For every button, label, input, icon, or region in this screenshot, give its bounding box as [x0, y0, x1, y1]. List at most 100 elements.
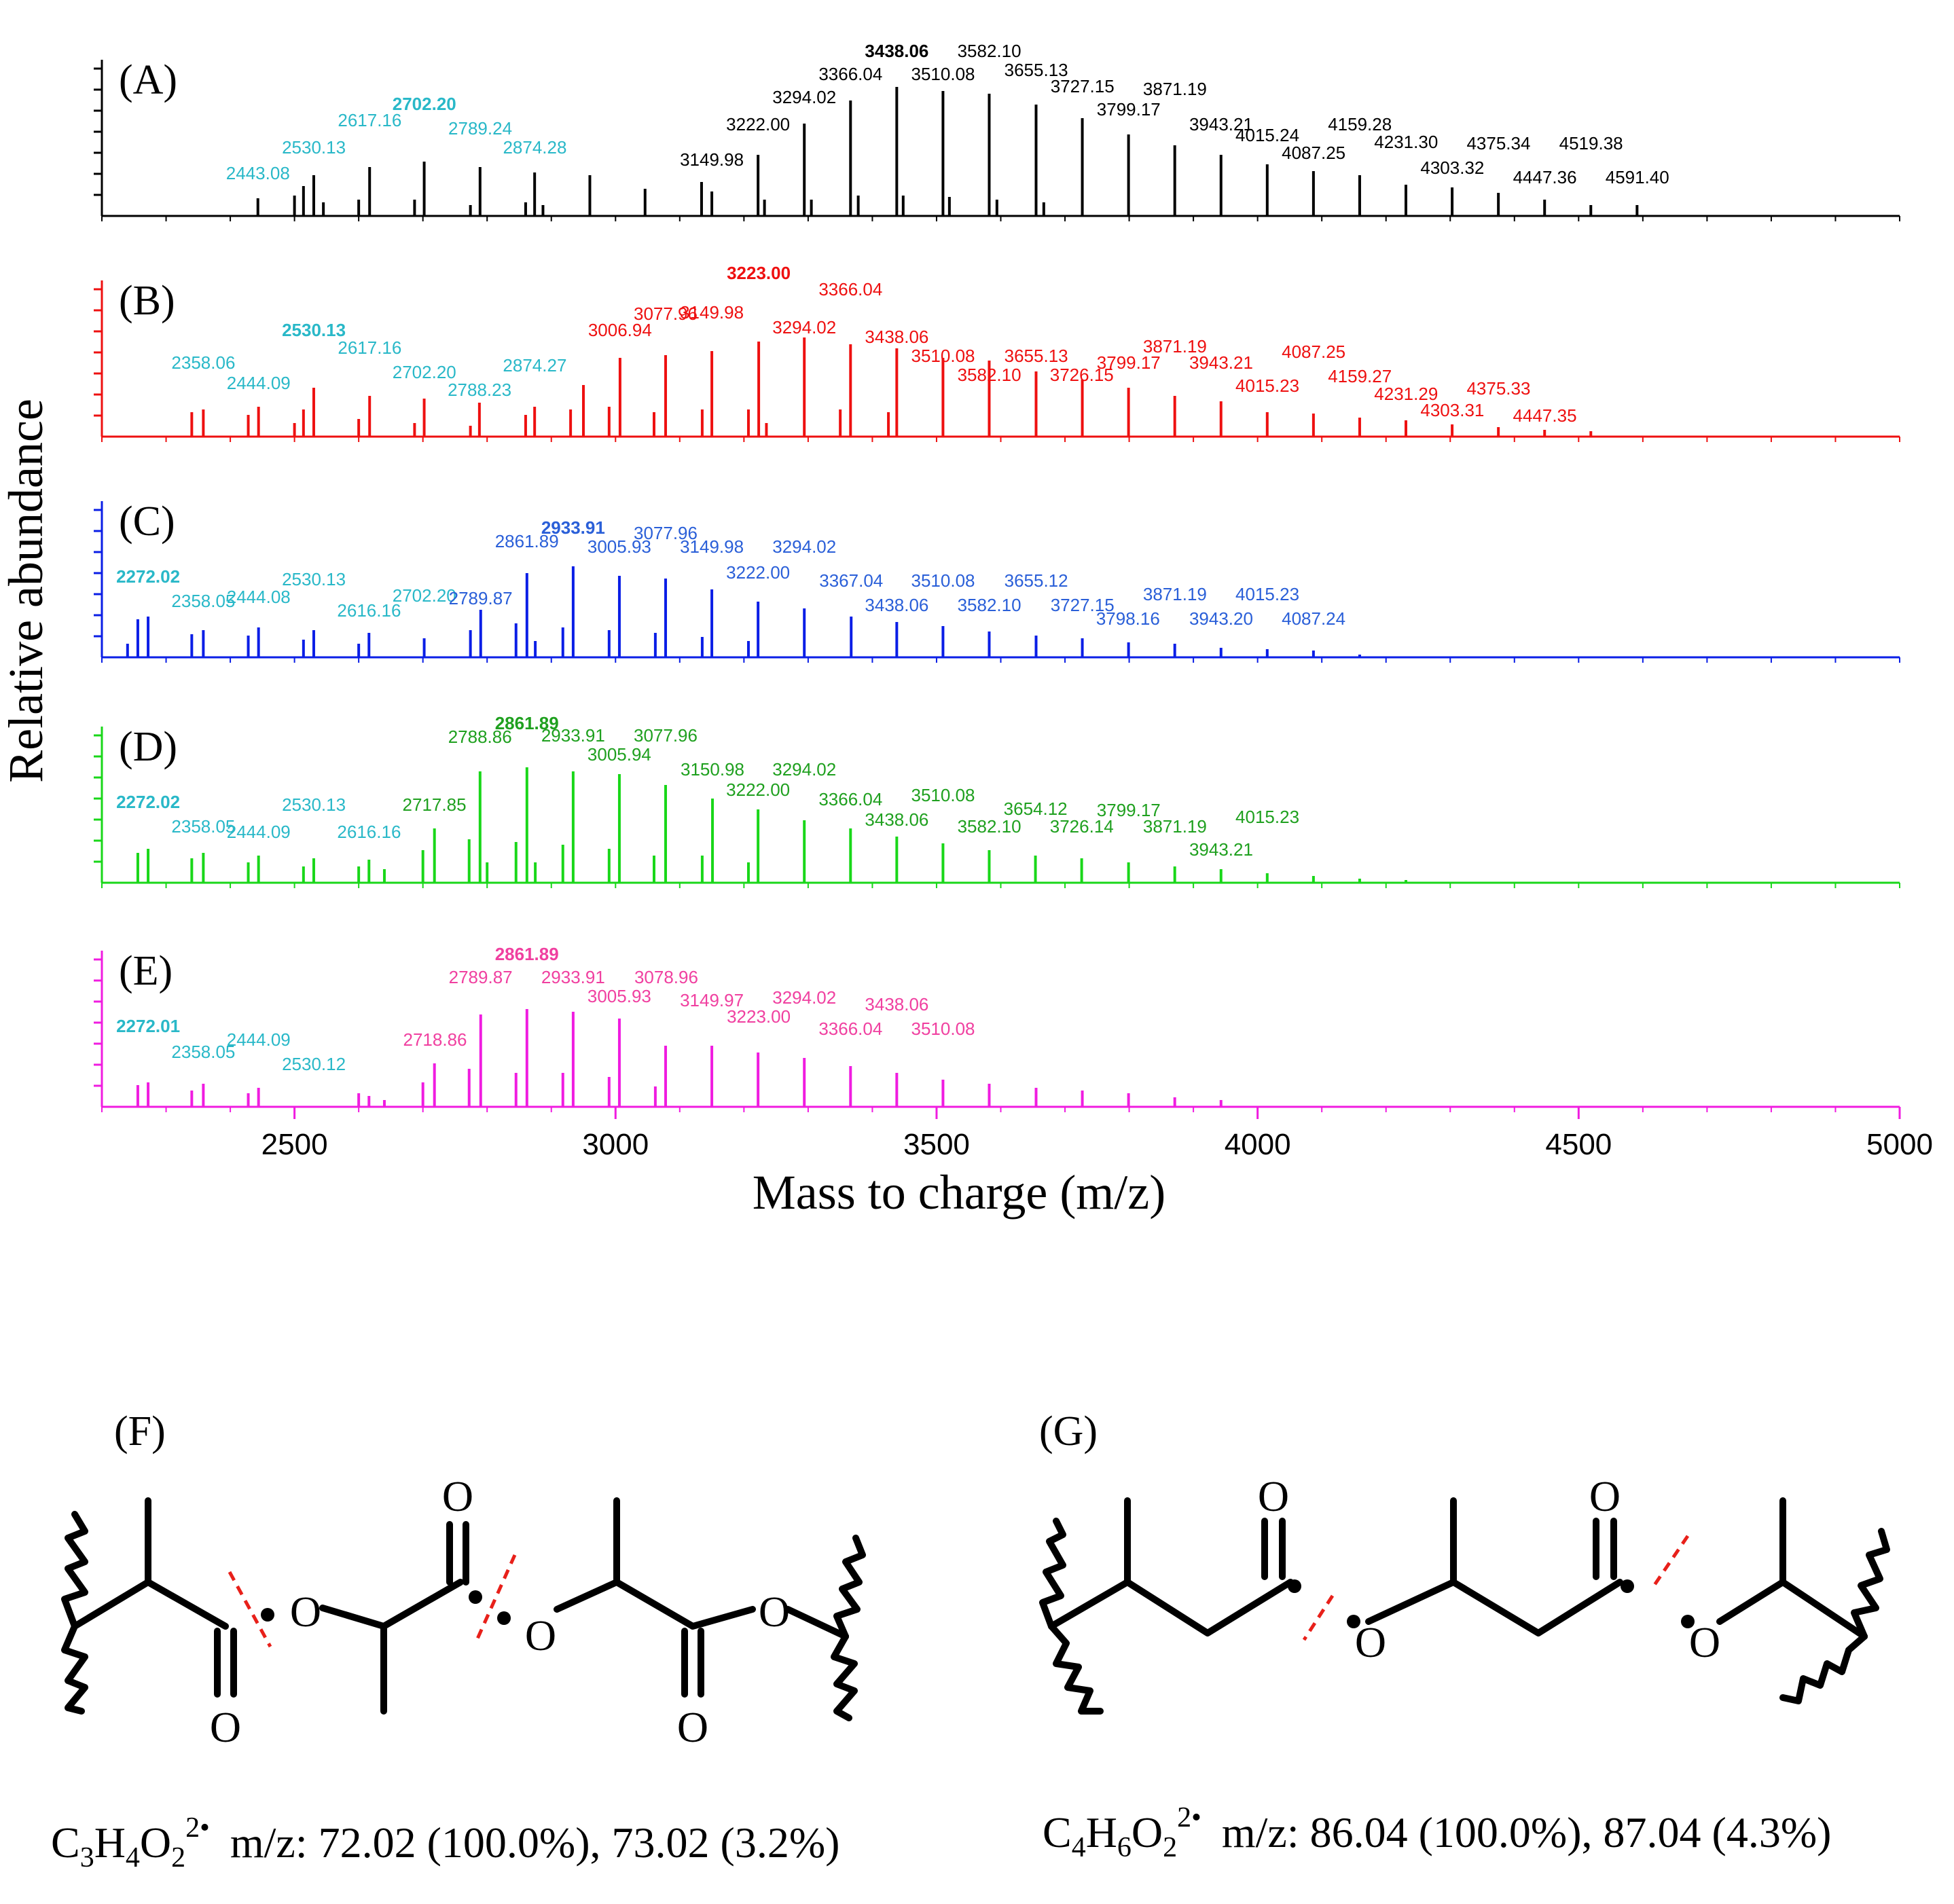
peak-label: 3799.17 — [1097, 352, 1161, 373]
peak-label: 3294.02 — [772, 536, 836, 557]
peak-label: 4087.25 — [1282, 143, 1345, 163]
panel-label: (C) — [119, 498, 175, 545]
peak-label: 2444.09 — [227, 822, 291, 842]
y-axis-title: Relative abundance — [0, 399, 53, 783]
peak-label: 3510.08 — [911, 570, 975, 591]
x-axis-ticks: 2500 3000 3500 4000 4500 5000 — [261, 1107, 1933, 1161]
peak-label: 4159.27 — [1328, 366, 1392, 386]
peak-label: 3366.04 — [818, 279, 882, 299]
radical-dot — [1288, 1579, 1301, 1593]
peak-label: 3798.16 — [1096, 608, 1160, 629]
peak-label: 2717.85 — [403, 794, 467, 815]
peak-label: 3294.02 — [772, 759, 836, 780]
peak-label: 2530.13 — [282, 320, 346, 340]
oxygen-atom: O — [1589, 1472, 1621, 1520]
peak-label: 3655.13 — [1005, 346, 1068, 366]
peak-label: 3294.02 — [772, 87, 836, 107]
peak-label: 3943.21 — [1189, 114, 1253, 134]
peak-label: 3438.06 — [865, 809, 928, 830]
peak-label: 3077.96 — [634, 725, 698, 746]
panel-label: (A) — [119, 57, 177, 103]
x-tick-label: 5000 — [1866, 1128, 1933, 1161]
radical-dot — [469, 1590, 482, 1604]
x-axis-title: Mass to charge (m/z) — [753, 1165, 1165, 1220]
spectra-panels: (A)2443.082530.132617.162702.202789.2428… — [94, 41, 1900, 1112]
peak-label: 2530.13 — [282, 794, 346, 815]
peak-label: 3654.12 — [1004, 799, 1068, 819]
peak-label: 2702.20 — [393, 94, 456, 114]
structure-f-oxygens: O O O O O O — [210, 1472, 790, 1751]
peak-label: 2874.28 — [503, 137, 566, 158]
peak-label: 2444.09 — [227, 373, 291, 393]
peak-label: 2272.02 — [116, 566, 180, 587]
peak-label: 3438.06 — [865, 994, 928, 1014]
peak-label: 4087.24 — [1282, 608, 1345, 629]
peak-label: 3510.08 — [911, 346, 975, 366]
radical-dot — [497, 1611, 511, 1625]
peak-label: 2702.20 — [393, 585, 456, 606]
peak-label: 3438.06 — [865, 595, 928, 615]
structure-g-backbone — [1039, 1497, 1890, 1715]
peak-label: 3005.93 — [587, 986, 651, 1006]
peak-label: 3366.04 — [818, 789, 882, 809]
peak-label: 3077.96 — [634, 304, 698, 324]
peak-label: 2444.08 — [227, 587, 291, 607]
oxygen-atom: O — [1689, 1618, 1720, 1666]
peak-label: 4519.38 — [1559, 133, 1623, 153]
oxygen-atom: O — [442, 1472, 473, 1520]
peak-label: 3149.98 — [680, 536, 744, 557]
peak-label: 2443.08 — [226, 163, 290, 183]
peak-label: 4231.29 — [1374, 384, 1438, 404]
formula-f: C3H4O22• m/z: 72.02 (100.0%), 73.02 (3.2%… — [51, 1812, 839, 1873]
peak-label: 2933.91 — [541, 725, 605, 746]
peak-label: 4591.40 — [1606, 167, 1669, 187]
peak-label: 2616.16 — [337, 600, 401, 621]
panel-label: (D) — [119, 724, 177, 770]
structure-f-backbone — [61, 1497, 866, 1721]
peak-label: 3223.00 — [727, 1006, 791, 1027]
peak-label: 3366.04 — [818, 1019, 882, 1039]
radical-dot — [1347, 1615, 1360, 1628]
peak-label: 2789.87 — [449, 967, 513, 987]
peak-label: 4375.33 — [1466, 378, 1530, 399]
peak-label: 3727.15 — [1051, 76, 1115, 96]
spectrum-panel: (C)2272.022358.052444.082530.132616.1627… — [94, 498, 1900, 663]
peak-label: 3438.06 — [865, 327, 928, 347]
peak-label: 2530.12 — [282, 1054, 346, 1074]
oxygen-atom: O — [1355, 1618, 1386, 1666]
peak-label: 2530.13 — [282, 137, 346, 158]
peak-label: 4375.34 — [1466, 133, 1530, 153]
peak-label: 3871.19 — [1143, 816, 1207, 837]
peak-label: 4447.35 — [1513, 405, 1577, 426]
panel-label: (B) — [119, 278, 175, 324]
cleavage-line — [1650, 1535, 1690, 1590]
peak-label: 2616.16 — [337, 822, 401, 842]
oxygen-atom: O — [525, 1611, 556, 1660]
peak-label: 3367.04 — [819, 570, 883, 591]
oxygen-atom: O — [759, 1588, 790, 1636]
peak-label: 2933.91 — [541, 967, 605, 987]
peak-label: 3149.98 — [680, 302, 744, 323]
x-tick-label: 3000 — [582, 1128, 649, 1161]
formula-g: C4H6O22• m/z: 86.04 (100.0%), 87.04 (4.3%… — [1043, 1802, 1831, 1863]
peak-label: 2358.05 — [171, 1042, 235, 1062]
peak-label: 3582.10 — [958, 595, 1021, 615]
peak-label: 2789.24 — [448, 118, 512, 139]
peak-label: 3222.00 — [726, 562, 790, 583]
oxygen-atom: O — [1258, 1472, 1289, 1520]
peak-label: 3150.98 — [681, 759, 744, 780]
peak-label: 3005.93 — [587, 536, 651, 557]
peak-label: 3149.98 — [680, 149, 744, 170]
peak-label: 3871.19 — [1143, 79, 1207, 99]
peak-label: 2861.89 — [495, 944, 559, 964]
peak-label: 2933.91 — [541, 517, 605, 538]
peak-label: 3077.96 — [634, 523, 698, 543]
peak-label: 3655.12 — [1005, 570, 1068, 591]
structure-f: (F) O O O O O O — [51, 1408, 866, 1873]
peak-label: 4447.36 — [1513, 167, 1577, 187]
peak-label: 4015.23 — [1235, 376, 1299, 396]
peak-label: 3438.06 — [865, 41, 928, 61]
peak-label: 3943.20 — [1189, 608, 1253, 629]
